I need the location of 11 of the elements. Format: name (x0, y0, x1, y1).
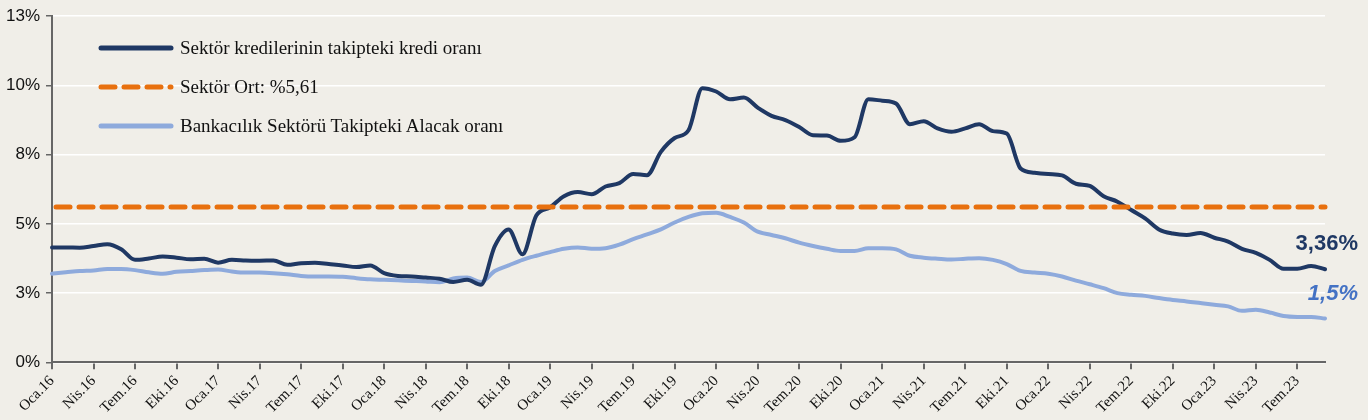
legend-label: Sektör Ort: %5,61 (180, 75, 319, 98)
y-tick-label: 0% (15, 352, 41, 372)
y-tick-label: 8% (15, 144, 41, 164)
y-tick-label: 10% (5, 75, 41, 95)
legend-label: Bankacılık Sektörü Takipteki Alacak oranı (180, 114, 504, 137)
annotation: 3,36% (1295, 230, 1358, 256)
legend-label: Sektör kredilerinin takipteki kredi oranı (180, 36, 482, 59)
y-tick-label: 5% (15, 213, 41, 233)
y-tick-label: 3% (15, 282, 41, 302)
annotation: 1,5% (1307, 279, 1358, 305)
y-tick-label: 13% (5, 5, 41, 25)
